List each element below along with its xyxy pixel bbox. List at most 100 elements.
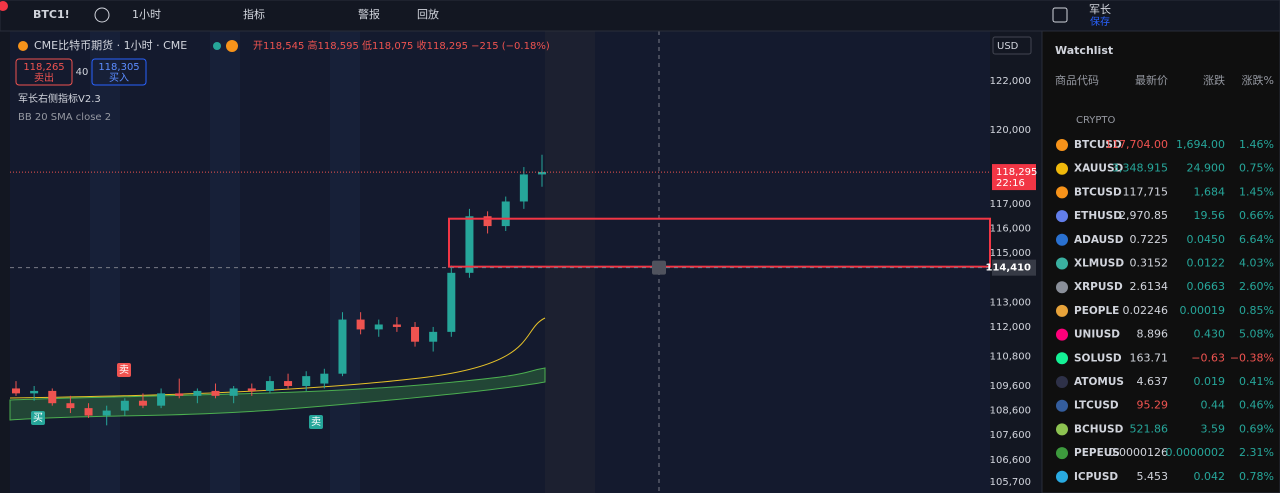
signal-label: 卖 (119, 364, 129, 376)
indicator-name: 军长右侧指标V2.3 (18, 92, 101, 105)
session-band (210, 31, 240, 493)
candle-body (30, 390, 39, 394)
toolbar (0, 0, 1280, 32)
col-pct: 涨跌% (1242, 73, 1274, 87)
currency-box[interactable] (992, 36, 1032, 55)
coin-icon (1056, 162, 1068, 175)
coin-icon (1056, 328, 1068, 341)
y-tick-label: 117,000 (990, 199, 1031, 210)
status-icon (226, 40, 238, 52)
candle-body (193, 390, 202, 396)
change: 3.59 (1201, 422, 1226, 435)
change-pct: 0.69% (1239, 422, 1274, 435)
indicators[interactable]: 指标 (243, 7, 265, 21)
candle-body (320, 373, 329, 384)
alert[interactable]: 警报 (358, 7, 380, 21)
layout-icon[interactable] (1052, 7, 1068, 23)
add-icon[interactable] (94, 7, 110, 23)
candle-body (66, 403, 75, 409)
change-pct: 2.31% (1239, 446, 1274, 459)
col-last: 最新价 (1135, 73, 1168, 87)
change-pct: 6.64% (1239, 233, 1274, 246)
change: 0.019 (1194, 375, 1226, 388)
last-price: 8.896 (1137, 328, 1169, 341)
candle-body (138, 400, 147, 406)
symbol[interactable]: ETHUSD (1074, 210, 1122, 222)
symbol[interactable]: LTCUSD (1074, 400, 1119, 412)
y-tick-label: 115,000 (990, 248, 1031, 259)
symbol[interactable]: BTCUSD (1074, 186, 1122, 198)
user[interactable]: 军长 (1089, 3, 1111, 16)
symbol[interactable]: PEOPLE (1074, 305, 1119, 317)
buy-button[interactable] (91, 58, 147, 86)
last-price: 163.71 (1130, 351, 1169, 364)
y-tick-label: 120,000 (990, 125, 1031, 136)
last-price: 2,970.85 (1119, 209, 1168, 222)
symbol[interactable]: XLMUSD (1074, 258, 1124, 270)
change: 19.56 (1194, 209, 1226, 222)
coin-icon (1056, 447, 1068, 460)
chart-title: CME比特币期货 · 1小时 · CME (34, 38, 187, 52)
coin-icon (1056, 304, 1068, 317)
coin-icon (1056, 281, 1068, 294)
candle-body (48, 390, 57, 404)
currency[interactable]: USD (997, 41, 1019, 52)
candle-body (519, 174, 528, 202)
symbol[interactable]: ATOMUS (1074, 376, 1124, 388)
symbol[interactable]: BTC1! (33, 8, 70, 21)
spread: 40 (76, 67, 89, 78)
candle-body (338, 319, 347, 374)
candle-body (265, 381, 274, 391)
buy-price: 118,305 (98, 62, 139, 73)
symbol[interactable]: XAUUSD (1074, 163, 1124, 175)
watchlist-title[interactable]: Watchlist (1055, 44, 1113, 57)
candle-body (284, 381, 293, 386)
coin-icon (1056, 376, 1068, 388)
change: 1,694.00 (1176, 138, 1225, 151)
last-price: 117,715 (1123, 185, 1169, 198)
symbol[interactable]: ICPUSD (1074, 471, 1118, 483)
candle-body (374, 324, 383, 330)
change-pct: 0.41% (1239, 375, 1274, 388)
annotation-box (448, 217, 991, 268)
symbol[interactable]: UNIUSD (1074, 329, 1120, 341)
symbol[interactable]: PEPEUS (1074, 447, 1120, 459)
candle-body (356, 319, 365, 330)
replay[interactable]: 回放 (417, 7, 439, 21)
candle-body (229, 388, 238, 396)
candle-body (120, 400, 129, 411)
change-pct: 0.78% (1239, 470, 1274, 483)
symbol[interactable]: XRPUSD (1074, 281, 1123, 293)
change: 0.00019 (1180, 304, 1226, 317)
signal-box (31, 411, 45, 425)
sell-price: 118,265 (23, 62, 64, 73)
change-pct: 0.46% (1239, 399, 1274, 412)
signal-label: 买 (33, 412, 43, 424)
signal-box (309, 415, 323, 429)
symbol[interactable]: BCHUSD (1074, 423, 1124, 435)
change-pct: 0.66% (1239, 209, 1274, 222)
coin-icon (1056, 257, 1068, 270)
save[interactable]: 保存 (1090, 15, 1110, 28)
candle-body (411, 326, 420, 342)
candle-body (247, 388, 256, 391)
symbol-icon (18, 41, 28, 51)
change: 1,684 (1194, 185, 1226, 198)
crosshair-center (652, 260, 666, 275)
symbol[interactable]: BTCUSD (1074, 139, 1122, 151)
symbol[interactable]: SOLUSD (1074, 352, 1122, 364)
change-pct: 1.45% (1239, 185, 1274, 198)
candle-body (12, 388, 20, 394)
group: CRYPTO (1076, 115, 1116, 126)
watchlist-panel (1041, 30, 1280, 493)
countdown: 22:16 (996, 178, 1025, 189)
signal-label: 卖 (311, 416, 321, 428)
coin-icon (1056, 233, 1068, 246)
last-price: 0.0000126 (1109, 446, 1169, 459)
candle-body (429, 331, 438, 342)
candle-body (392, 324, 401, 327)
sell-button[interactable] (15, 58, 73, 86)
symbol[interactable]: ADAUSD (1074, 234, 1124, 246)
buy-label: 买入 (109, 72, 129, 84)
interval[interactable]: 1小时 (132, 8, 161, 21)
